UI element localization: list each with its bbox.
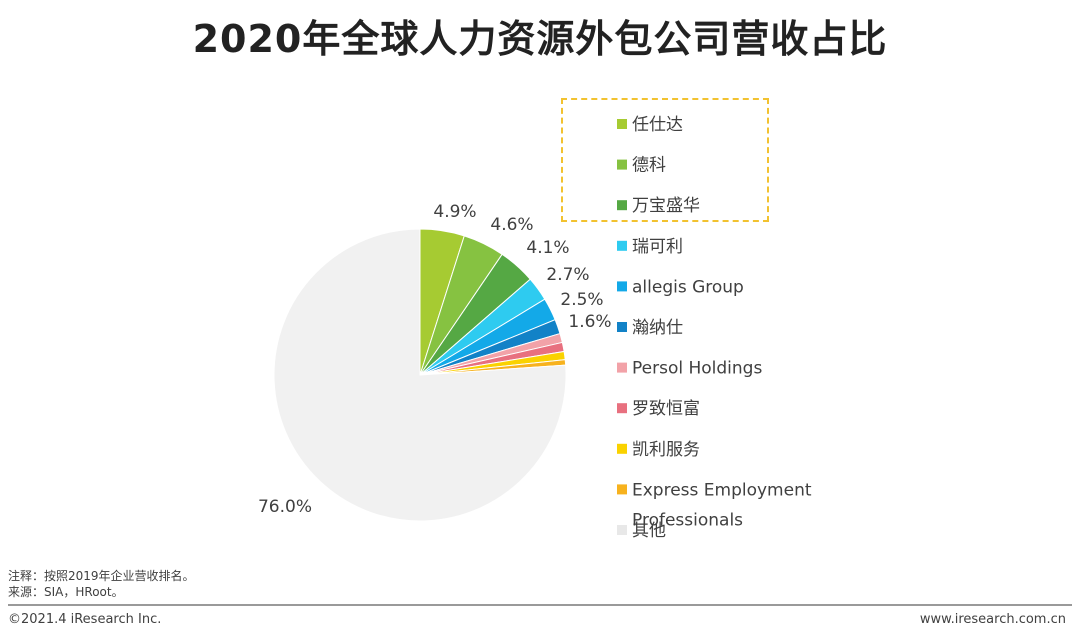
legend-label: 万宝盛华 — [632, 196, 700, 216]
pie-chart: 4.9% 4.6% 4.1% 2.7% 2.5%1.6% 76.0% 任仕达德科万宝盛华瑞… — [258, 115, 812, 541]
legend-label: 凯利服务 — [632, 440, 700, 460]
legend-highlight-box — [561, 98, 769, 222]
legend-swatch — [617, 281, 627, 292]
legend-swatch — [617, 443, 627, 454]
legend-label: 德科 — [632, 156, 666, 176]
footer-divider — [8, 604, 1072, 606]
chart-title: 2020年全球人力资源外包公司营收占比 — [192, 17, 888, 61]
pie-slices — [273, 228, 567, 522]
legend-label: 罗致恒富 — [632, 399, 700, 419]
notes: 注释：按照2019年企业营收排名。 来源：SIA，HRoot。 — [8, 568, 195, 600]
slice-percent-label: 2.5% — [560, 290, 603, 310]
source-line: 来源：SIA，HRoot。 — [8, 585, 124, 599]
slice-percent-label: 4.6% — [490, 215, 533, 235]
legend-label: Persol Holdings — [632, 359, 762, 379]
legend-label: 其他 — [632, 521, 666, 541]
legend-swatch — [617, 484, 627, 495]
legend-swatch — [617, 403, 627, 414]
pie-slice — [273, 228, 567, 522]
legend-swatch — [617, 525, 627, 535]
legend-label: allegis Group — [632, 277, 744, 297]
legend-label: 瀚纳仕 — [632, 318, 683, 338]
note-line: 注释：按照2019年企业营收排名。 — [8, 569, 195, 583]
legend-swatch — [617, 240, 627, 251]
website-text: www.iresearch.com.cn — [919, 612, 1066, 627]
legend-label: 瑞可利 — [632, 237, 683, 257]
copyright-text: ©2021.4 iResearch Inc. — [8, 612, 162, 627]
legend-label: Express Employment Professionals — [632, 480, 812, 530]
legend-swatch — [617, 200, 627, 211]
slice-percent-label: 4.1% — [526, 238, 569, 258]
legend-swatch — [617, 322, 627, 332]
slice-percent-label: 2.7% — [546, 265, 589, 285]
legend-swatch — [617, 159, 627, 170]
slice-percent-label: 76.0% — [258, 497, 312, 517]
slice-percent-label: 4.9% — [433, 202, 476, 222]
slice-percent-label: 1.6% — [568, 312, 611, 332]
legend-swatch — [617, 119, 627, 129]
legend-swatch — [617, 362, 627, 373]
legend-label: 任仕达 — [632, 115, 683, 135]
pie-percent-labels: 4.9% 4.6% 4.1% 2.7% 2.5%1.6% 76.0% — [258, 202, 612, 517]
